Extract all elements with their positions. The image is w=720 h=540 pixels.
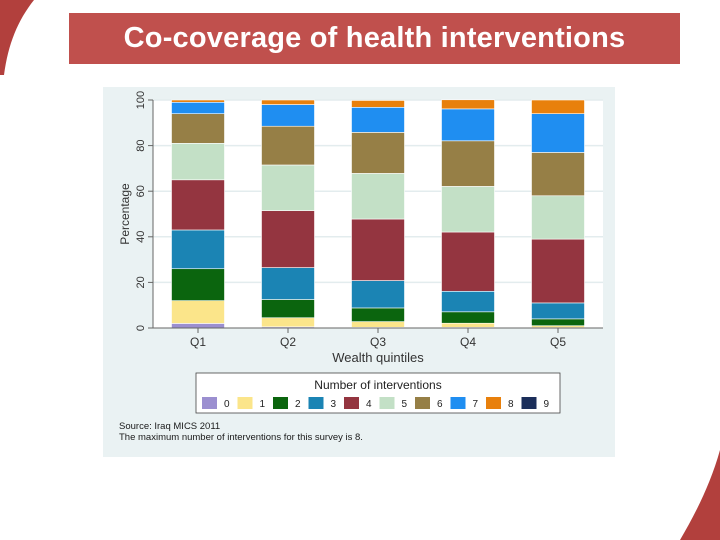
chart-panel: 0 20 40 60 80 100 Q1 Q2 Q3 Q4 Q5 Percentage Wealt…: [103, 87, 615, 457]
bar-segment-q3-5: [351, 173, 405, 220]
bar-segment-q3-6: [351, 132, 405, 174]
bar-segment-q3-1: [351, 321, 405, 328]
legend-entries: 0 1 2 3 4 5 6 7 8 9: [202, 397, 550, 410]
y-tick-label: 100: [135, 91, 147, 109]
bar-segment-q1-3: [171, 229, 225, 270]
x-axis-label: Wealth quintiles: [332, 350, 424, 365]
bar-segment-q4-2: [441, 311, 495, 324]
x-tick-label: Q1: [190, 335, 206, 349]
legend-title: Number of interventions: [314, 378, 441, 392]
bar-segment-q2-6: [261, 125, 315, 166]
bar-segment-q1-8: [171, 99, 225, 103]
legend-label-5: 5: [402, 399, 408, 410]
legend-label-2: 2: [295, 399, 301, 410]
legend-swatch-7: [450, 397, 466, 409]
y-tick-layer: 0 20 40 60 80 100: [135, 91, 153, 331]
bar-segment-q2-5: [261, 164, 315, 211]
bar-segment-q5-4: [531, 238, 585, 304]
y-axis-label: Percentage: [118, 183, 132, 245]
bar-segment-q1-6: [171, 113, 225, 144]
bar-segment-q2-8: [261, 99, 315, 105]
legend-swatch-8: [486, 397, 501, 409]
bar-segment-q2-3: [261, 267, 315, 300]
x-tick-layer: Q1 Q2 Q3 Q4 Q5: [190, 328, 566, 349]
bar-segment-q2-7: [261, 104, 315, 127]
bar-segment-q5-7: [531, 113, 585, 153]
title-bar: Co-coverage of health interventions: [69, 13, 680, 64]
legend-label-0: 0: [224, 399, 230, 410]
bar-segment-q4-1: [441, 322, 495, 328]
legend-swatch-4: [344, 397, 359, 409]
legend-label-8: 8: [508, 399, 514, 410]
legend-label-6: 6: [437, 399, 443, 410]
legend-swatch-9: [521, 397, 537, 409]
legend-swatch-6: [415, 397, 430, 409]
bar-segment-q5-2: [531, 318, 585, 327]
bar-segment-q1-0: [171, 323, 225, 329]
bar-segment-q3-3: [351, 280, 405, 309]
bar-segment-q1-1: [171, 300, 225, 324]
bar-segment-q3-8: [351, 100, 405, 108]
legend-label-7: 7: [473, 399, 479, 410]
bar-segment-q2-1: [261, 317, 315, 328]
legend-swatch-2: [273, 397, 288, 409]
legend-swatch-3: [308, 397, 324, 409]
bar-segment-q2-2: [261, 299, 315, 319]
max-interventions-note: The maximum number of interventions for …: [119, 432, 363, 443]
bar-segment-q3-2: [351, 307, 405, 322]
bar-segment-q5-5: [531, 195, 585, 240]
bar-segment-q2-4: [261, 210, 315, 268]
legend-label-1: 1: [260, 399, 266, 410]
bar-segment-q4-8: [441, 99, 495, 110]
y-tick-label: 80: [135, 139, 147, 151]
x-tick-label: Q2: [280, 335, 296, 349]
bar-segment-q3-4: [351, 218, 405, 281]
legend-swatch-1: [237, 397, 253, 409]
bar-segment-q4-5: [441, 186, 495, 233]
legend-swatch-0: [202, 397, 217, 409]
legend-label-3: 3: [331, 399, 337, 410]
x-tick-label: Q3: [370, 335, 386, 349]
corner-decoration-bottom-right: [670, 450, 720, 540]
bar-segment-q3-7: [351, 106, 405, 133]
bar-layer: [171, 99, 585, 329]
bar-segment-q4-6: [441, 140, 495, 187]
slide-title: Co-coverage of health interventions: [123, 22, 626, 54]
bar-segment-q1-5: [171, 143, 225, 181]
bar-segment-q5-6: [531, 152, 585, 197]
bar-segment-q4-4: [441, 231, 495, 292]
legend-label-9: 9: [544, 399, 550, 410]
source-note: Source: Iraq MICS 2011: [119, 421, 221, 432]
x-tick-label: Q4: [460, 335, 476, 349]
bar-segment-q4-7: [441, 108, 495, 142]
bar-segment-q1-2: [171, 268, 225, 301]
y-tick-label: 40: [135, 231, 147, 243]
y-tick-label: 20: [135, 276, 147, 288]
corner-decoration-top-left: [0, 0, 40, 75]
bar-segment-q5-3: [531, 302, 585, 320]
bar-segment-q1-7: [171, 101, 225, 114]
legend-label-4: 4: [366, 399, 372, 410]
bar-segment-q1-4: [171, 179, 225, 231]
y-tick-label: 60: [135, 185, 147, 197]
x-tick-label: Q5: [550, 335, 566, 349]
y-tick-label: 0: [135, 325, 147, 331]
legend-swatch-5: [379, 397, 395, 409]
bar-segment-q5-8: [531, 99, 585, 114]
bar-segment-q4-3: [441, 290, 495, 313]
